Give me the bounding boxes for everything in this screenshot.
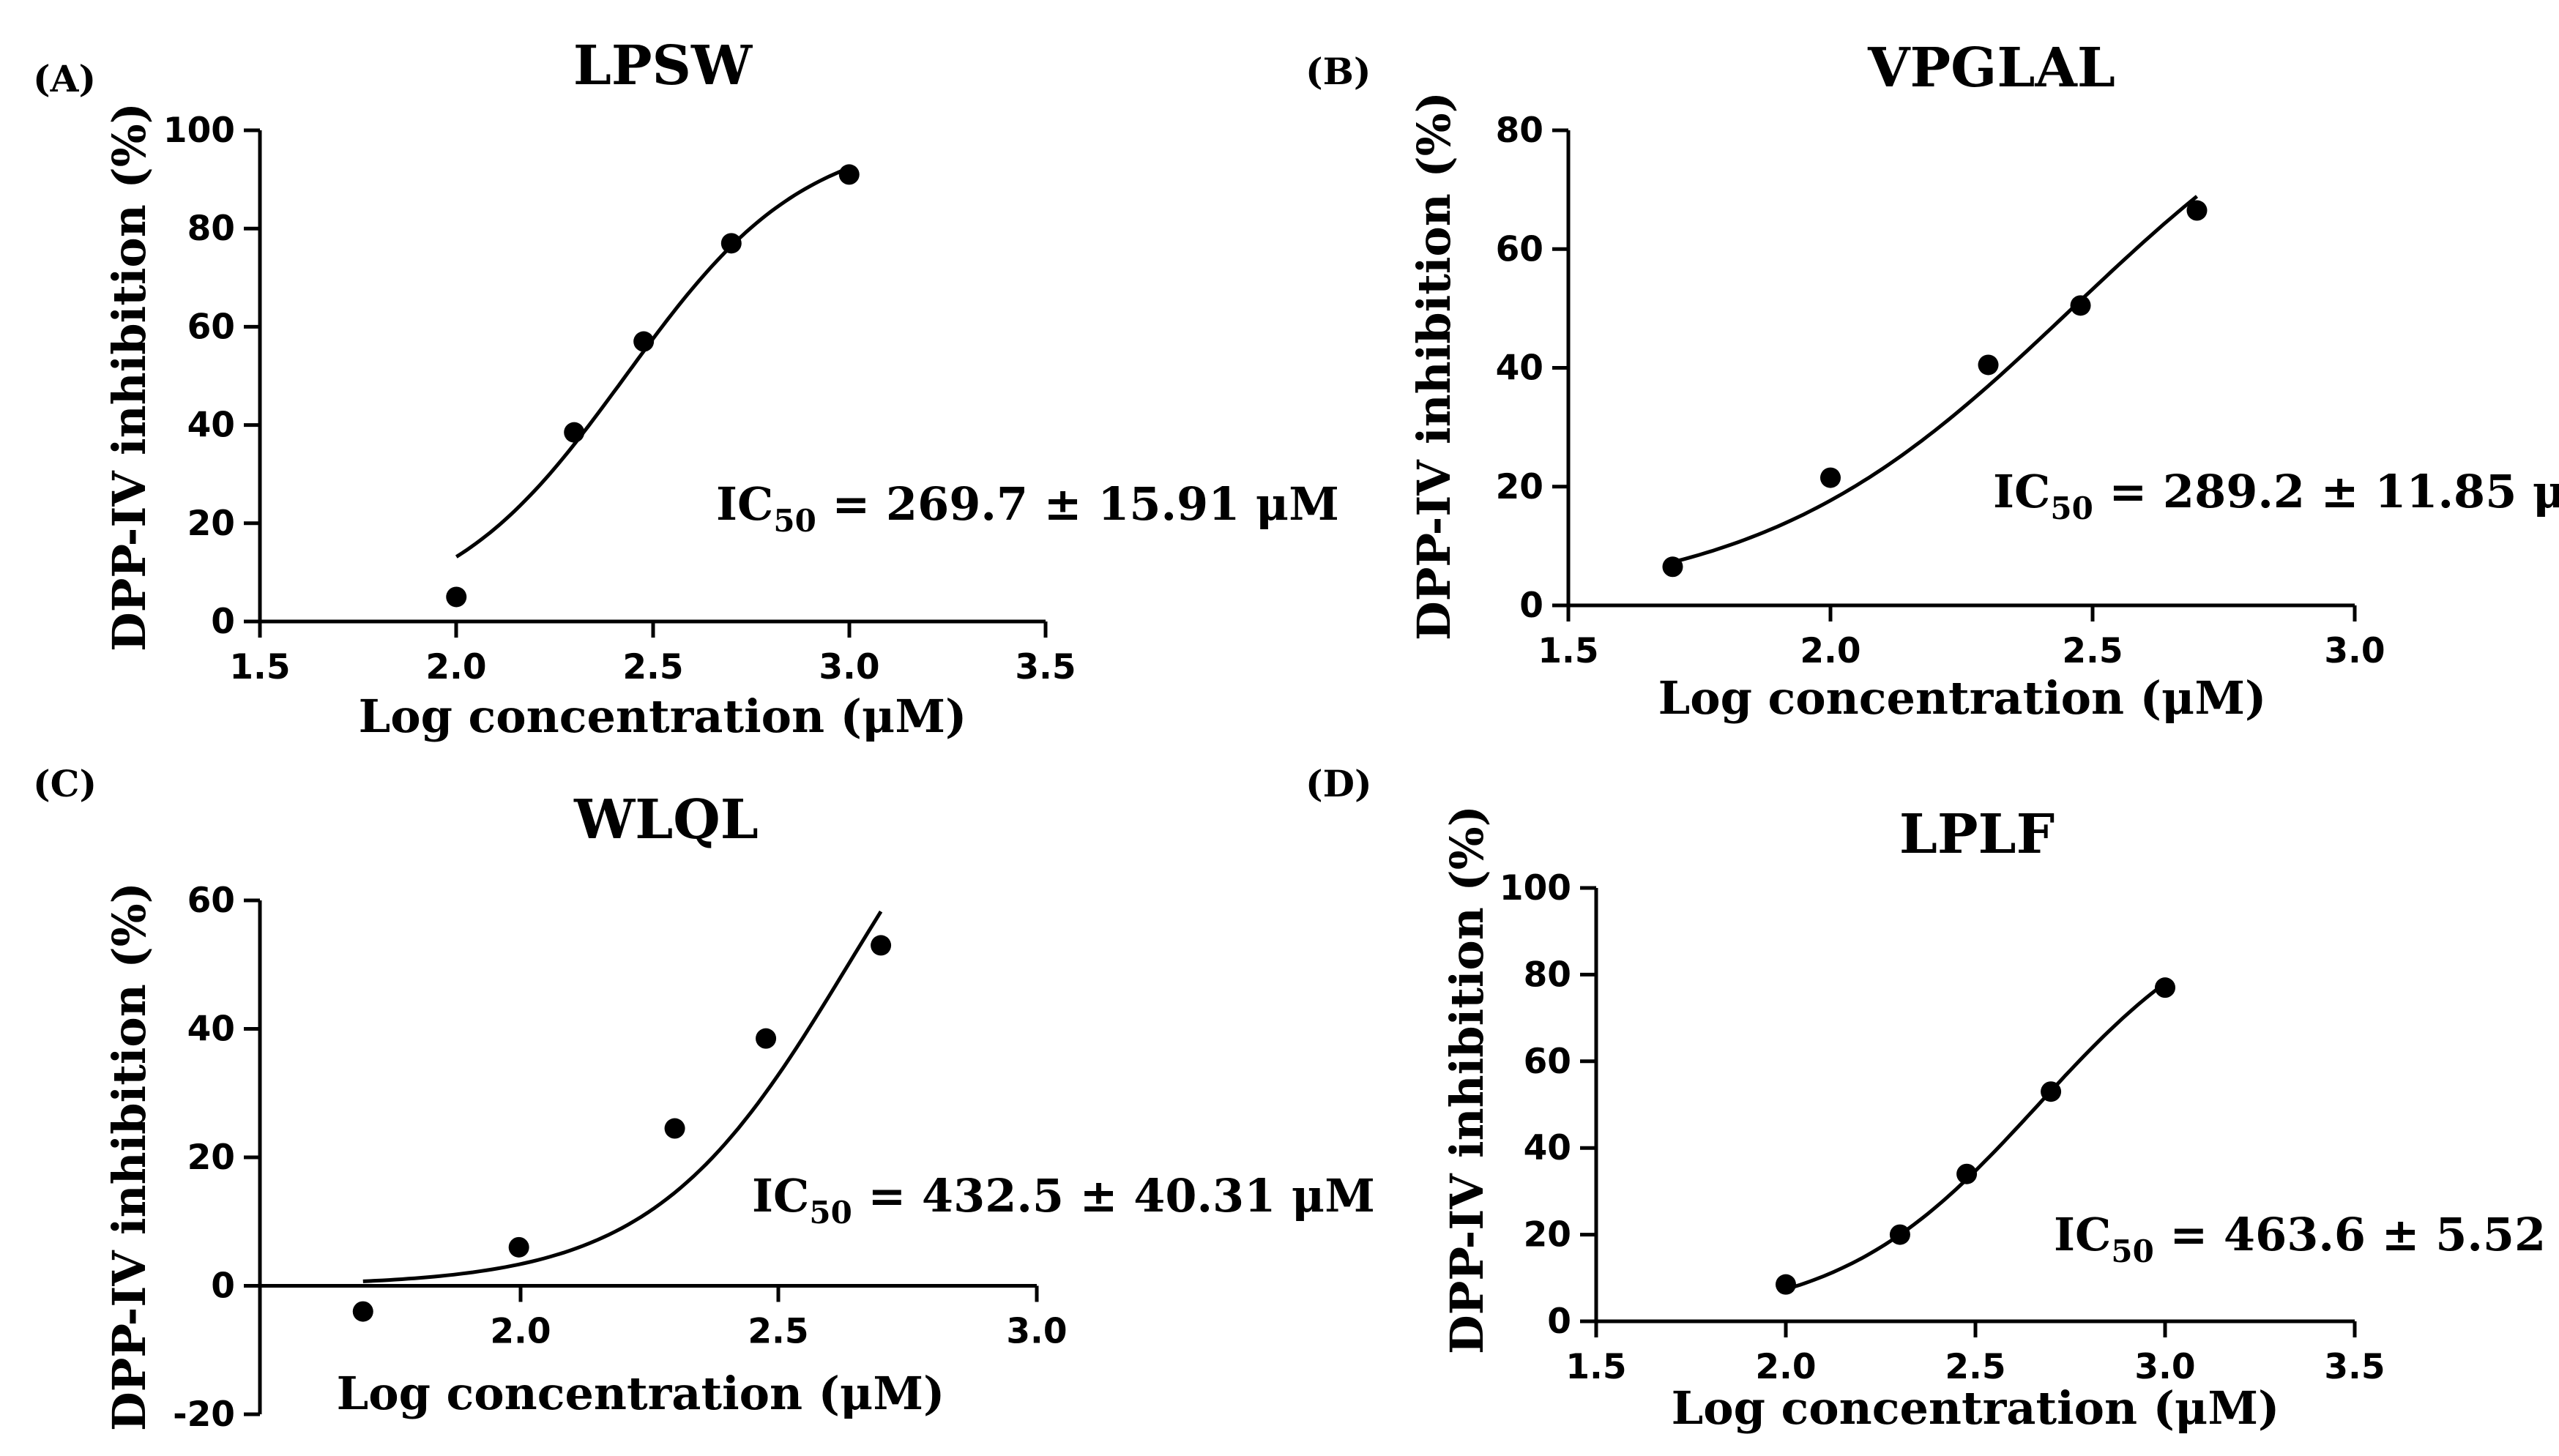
panel-d-data-point [2155, 977, 2175, 998]
panel-b-y-tick-label: 60 [1496, 229, 1543, 269]
panel-d-y-tick-label: 40 [1524, 1128, 1571, 1168]
panel-c-x-tick-label: 2.5 [748, 1312, 808, 1352]
panel-c-x-axis-title: Log concentration (μM) [337, 1367, 945, 1420]
panel-a-y-axis-title: DPP-IV inhibition (%) [103, 102, 156, 652]
panel-c-fit-curve [362, 910, 883, 1283]
panel-d-x-tick-label: 3.5 [2324, 1347, 2385, 1387]
panel-c-label: (C) [33, 762, 97, 805]
panel-b-data-point [1978, 354, 1999, 376]
panel-a-x-tick-label: 2.0 [425, 647, 486, 687]
panel-b-ic50-label: IC50 = 289.2 ± 11.85 μM [1993, 465, 2559, 526]
panel-a-x-tick-label: 3.5 [1015, 647, 1076, 687]
panel-a-ic50-label: IC50 = 269.7 ± 15.91 μM [716, 477, 1339, 539]
panel-a-y-tick-label: 20 [187, 504, 235, 544]
panel-c-y-axis-title: DPP-IV inhibition (%) [103, 882, 156, 1431]
panel-c-data-point [508, 1236, 529, 1258]
panel-b-data-point [1662, 556, 1683, 578]
panel-d-y-tick-label: 20 [1524, 1215, 1571, 1255]
panel-a-y-tick-label: 80 [187, 209, 235, 249]
panel-b-x-tick-label: 3.0 [2324, 631, 2385, 671]
panel-b-x-tick-label: 1.5 [1538, 631, 1598, 671]
panel-b-y-tick-label: 80 [1496, 111, 1543, 151]
panel-b-title: VPGLAL [1867, 37, 2115, 100]
panel-a-title: LPSW [573, 34, 753, 97]
panel-a-label: (A) [33, 57, 96, 100]
panel-c-y-tick-label: 0 [211, 1266, 235, 1307]
panel-a-data-point [838, 164, 860, 185]
panel-c-y-tick-label: -20 [173, 1395, 235, 1435]
panel-d-x-tick-label: 2.5 [1945, 1347, 2005, 1387]
panel-b-data-point [2186, 200, 2208, 221]
panel-a-data-point [446, 586, 467, 608]
panel-b-y-tick-label: 20 [1496, 467, 1543, 507]
panel-b-y-tick-label: 40 [1496, 348, 1543, 389]
panel-c-data-point [871, 935, 892, 956]
panel-d-data-point [1776, 1274, 1796, 1295]
panel-c-ic50-label: IC50 = 432.5 ± 40.31 μM [752, 1169, 1375, 1231]
panel-a-x-axis-title: Log concentration (μM) [359, 690, 967, 743]
panel-b-data-point [2070, 295, 2091, 316]
panel-a-y-tick-label: 0 [211, 602, 235, 642]
panel-a-data-point [564, 422, 585, 443]
panel-c-x-tick-label: 3.0 [1006, 1312, 1067, 1352]
panel-c-data-point [664, 1118, 685, 1139]
panel-d-data-point [1889, 1224, 1910, 1245]
panel-c-y-tick-label: 60 [187, 881, 235, 921]
panel-c-y-tick-label: 20 [187, 1138, 235, 1178]
panel-a-x-tick-label: 3.0 [819, 647, 879, 687]
panel-d-y-axis-title: DPP-IV inhibition (%) [1440, 805, 1494, 1354]
panel-a-data-point [633, 331, 655, 352]
panel-a-y-tick-label: 100 [163, 111, 235, 151]
panel-a-data-point [720, 233, 742, 254]
panel-d-title: LPLF [1899, 803, 2055, 866]
panel-c-data-point [756, 1028, 777, 1049]
panel-b-label: (B) [1305, 50, 1371, 93]
panel-d-ic50-label: IC50 = 463.6 ± 5.52 μM [2054, 1208, 2559, 1269]
panel-b-fit-curve [1672, 195, 2199, 564]
panel-c-data-point [352, 1301, 373, 1322]
panel-d-y-tick-label: 100 [1500, 868, 1571, 908]
panel-d-x-axis-title: Log concentration (μM) [1672, 1381, 2280, 1435]
panel-d-y-tick-label: 0 [1547, 1302, 1571, 1342]
panel-c-x-tick-label: 2.0 [490, 1312, 551, 1352]
panel-d-x-tick-label: 1.5 [1565, 1347, 1626, 1387]
panel-d-y-tick-label: 60 [1524, 1042, 1571, 1082]
panel-d-data-point [1956, 1163, 1978, 1184]
panel-a-y-tick-label: 40 [187, 406, 235, 446]
panel-b-x-axis-title: Log concentration (μM) [1658, 671, 2267, 725]
panel-b-y-axis-title: DPP-IV inhibition (%) [1407, 92, 1461, 641]
panel-d-x-tick-label: 3.0 [2134, 1347, 2195, 1387]
panel-d-label: (D) [1305, 762, 1372, 805]
panel-c-y-tick-label: 40 [187, 1009, 235, 1050]
panel-a-y-tick-label: 60 [187, 307, 235, 347]
panel-d-x-tick-label: 2.0 [1755, 1347, 1816, 1387]
panel-a-fit-curve [455, 166, 850, 559]
panel-a-x-tick-label: 1.5 [229, 647, 290, 687]
panel-d-y-tick-label: 80 [1524, 955, 1571, 995]
panel-c-title: WLQL [573, 788, 759, 851]
panel-b-x-tick-label: 2.5 [2062, 631, 2123, 671]
panel-b-y-tick-label: 0 [1519, 586, 1543, 626]
panel-a-x-tick-label: 2.5 [622, 647, 683, 687]
panel-d-data-point [2041, 1081, 2062, 1102]
panel-b-data-point [1820, 467, 1841, 488]
panel-b-x-tick-label: 2.0 [1800, 631, 1860, 671]
